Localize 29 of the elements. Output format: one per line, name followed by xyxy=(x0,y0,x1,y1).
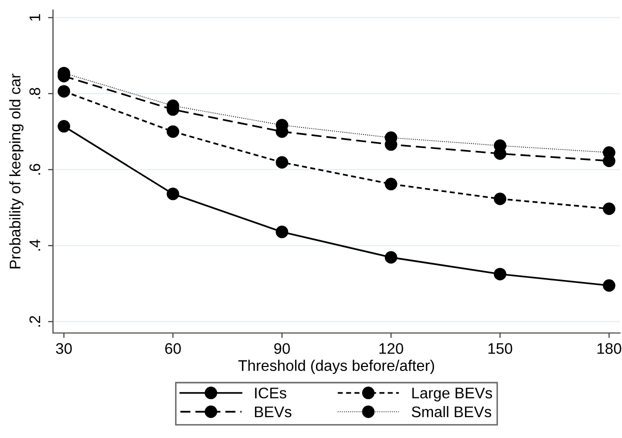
x-tick-label: 90 xyxy=(274,343,290,354)
point xyxy=(276,226,288,238)
x-tick-label: 150 xyxy=(488,343,512,354)
point xyxy=(494,192,506,206)
y-axis-title: Probability of keeping old car xyxy=(9,74,24,268)
point xyxy=(166,125,180,138)
legend-label: Large BEVs xyxy=(412,388,492,402)
y-tick-label: .4 xyxy=(30,240,40,251)
point xyxy=(276,156,288,169)
x-tick-label: 60 xyxy=(165,343,181,354)
y-tick-label: .8 xyxy=(29,88,40,99)
x-tick-label: 180 xyxy=(598,343,622,354)
y-tick-label: .2 xyxy=(29,316,40,327)
y-tick-label: 1 xyxy=(30,14,40,21)
point xyxy=(602,202,616,215)
point xyxy=(602,279,616,292)
point xyxy=(384,251,398,264)
x-axis-title: Threshold (days before/after) xyxy=(238,360,434,374)
legend-label: BEVs xyxy=(254,406,292,418)
point xyxy=(58,120,70,133)
x-tick-label: 120 xyxy=(379,343,404,354)
legend-label: Small BEVs xyxy=(412,406,492,418)
point xyxy=(58,85,70,98)
point xyxy=(384,178,398,190)
x-tick-label: 30 xyxy=(56,343,72,354)
point xyxy=(494,268,506,280)
point xyxy=(166,188,180,200)
y-tick-label: .6 xyxy=(29,164,40,175)
legend-label: ICEs xyxy=(255,388,286,398)
